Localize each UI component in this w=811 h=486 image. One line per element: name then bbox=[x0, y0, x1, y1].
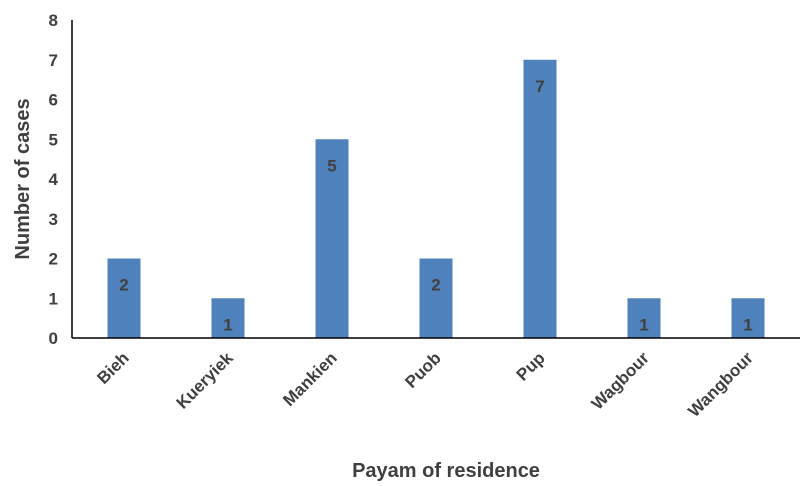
x-tick-label: Mankien bbox=[279, 348, 341, 410]
x-tick-label: Wagbour bbox=[588, 348, 653, 413]
bar-wangbour bbox=[731, 298, 765, 338]
data-label: 2 bbox=[431, 276, 440, 295]
x-tick-label: Pup bbox=[513, 348, 549, 384]
y-axis-ticks: 0 1 2 3 4 5 6 7 8 bbox=[49, 11, 59, 348]
bar-mankien bbox=[315, 139, 349, 338]
bars bbox=[107, 59, 765, 338]
bar-bieh bbox=[107, 258, 141, 338]
data-labels: 2 1 5 2 7 1 1 bbox=[119, 77, 752, 335]
data-label: 1 bbox=[743, 315, 752, 334]
x-tick-label: Wangbour bbox=[684, 348, 757, 421]
data-label: 1 bbox=[639, 315, 648, 334]
y-tick-label: 6 bbox=[49, 91, 58, 110]
y-axis-title: Number of cases bbox=[12, 98, 34, 259]
data-label: 2 bbox=[119, 276, 128, 295]
x-tick-label: Puob bbox=[401, 348, 444, 391]
bar-puob bbox=[419, 258, 453, 338]
y-tick-label: 1 bbox=[49, 289, 58, 308]
x-axis-title: Payam of residence bbox=[352, 460, 540, 482]
y-tick-label: 4 bbox=[49, 170, 59, 189]
y-tick-label: 7 bbox=[49, 51, 58, 70]
x-tick-label: Bieh bbox=[93, 348, 132, 387]
y-tick-label: 3 bbox=[49, 210, 58, 229]
x-axis-category-labels: Bieh Kueryiek Mankien Puob Pup Wagbour Wangbou… bbox=[93, 348, 757, 421]
bar-kueryiek bbox=[211, 298, 245, 338]
y-tick-label: 2 bbox=[49, 250, 58, 269]
data-label: 7 bbox=[535, 77, 544, 96]
data-label: 5 bbox=[327, 156, 336, 175]
data-label: 1 bbox=[223, 315, 232, 334]
y-tick-label: 0 bbox=[49, 329, 58, 348]
x-tick-label: Kueryiek bbox=[173, 348, 238, 413]
bar-wagbour bbox=[627, 298, 661, 338]
y-tick-label: 5 bbox=[49, 130, 58, 149]
bar-pup bbox=[523, 59, 557, 338]
y-tick-label: 8 bbox=[49, 11, 58, 30]
